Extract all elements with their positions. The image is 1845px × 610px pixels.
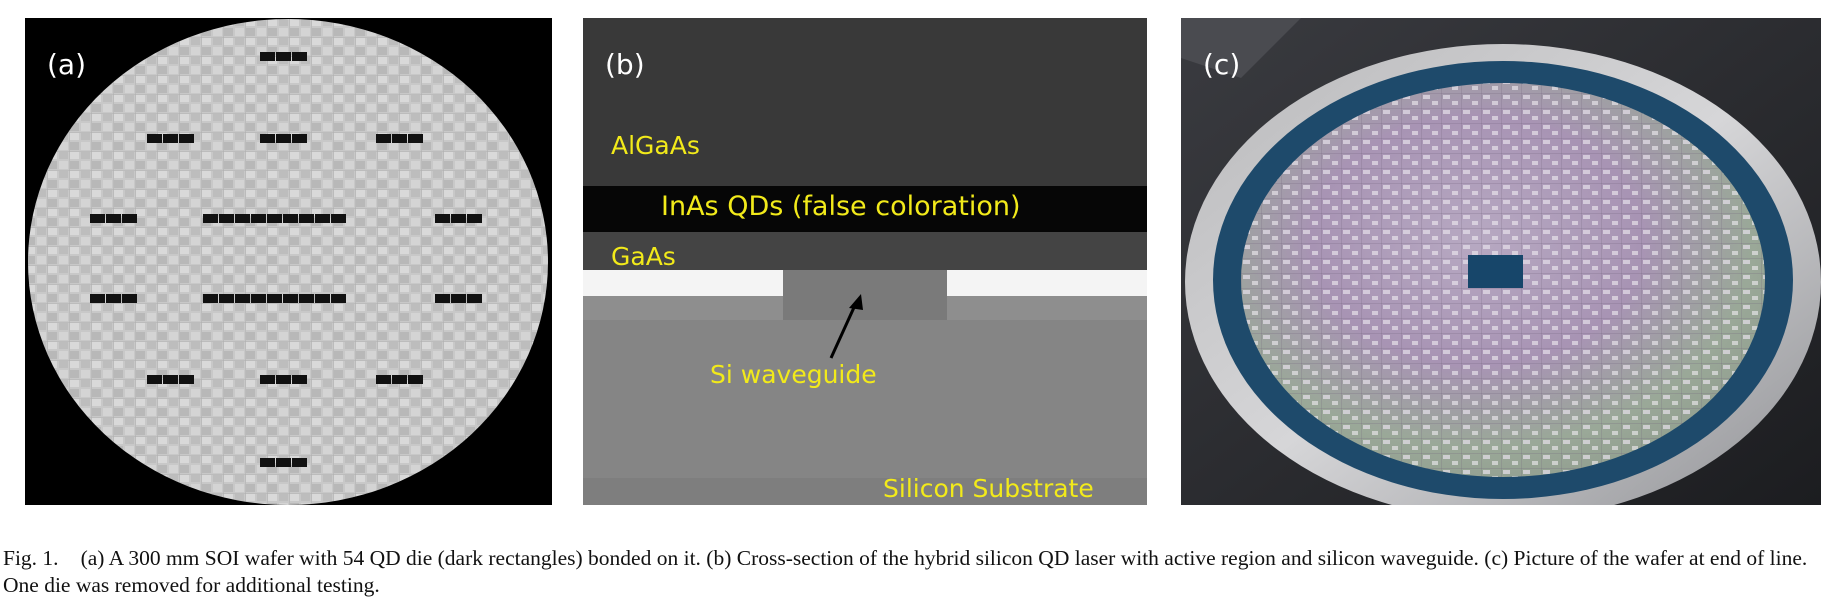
bonded-die <box>235 294 250 303</box>
panel-a-wafer-map: (a) <box>25 18 552 505</box>
bonded-die <box>260 458 275 467</box>
bonded-die <box>376 375 391 384</box>
bonded-die <box>376 134 391 143</box>
bonded-die <box>163 134 178 143</box>
bonded-die <box>267 294 282 303</box>
panel-c-wafer-photo: (c) <box>1181 18 1821 505</box>
wafer-map-graphic <box>28 19 548 505</box>
bonded-die <box>203 294 218 303</box>
oxide-right <box>947 270 1147 296</box>
bonded-die <box>276 375 291 384</box>
bonded-die <box>467 294 482 303</box>
bonded-die-group <box>90 52 482 467</box>
si-slab-left <box>583 296 783 320</box>
bonded-die <box>219 294 234 303</box>
figure-number: Fig. 1. <box>3 546 59 570</box>
bonded-die <box>235 214 250 223</box>
bonded-die <box>147 375 162 384</box>
substrate-bottom-band <box>583 478 1147 505</box>
bonded-die <box>331 214 346 223</box>
si-waveguide-label: Si waveguide <box>710 360 877 389</box>
bonded-die <box>435 294 450 303</box>
bonded-die <box>435 214 450 223</box>
bonded-die <box>163 375 178 384</box>
bonded-die <box>267 214 282 223</box>
bonded-die <box>467 214 482 223</box>
bonded-die <box>451 294 466 303</box>
gaas-label: GaAs <box>611 242 676 271</box>
bonded-die <box>260 134 275 143</box>
bonded-die <box>292 52 307 61</box>
bonded-die <box>276 52 291 61</box>
waveguide-arrowhead <box>849 294 863 310</box>
bonded-die <box>276 458 291 467</box>
bonded-die <box>106 214 121 223</box>
bonded-die <box>451 214 466 223</box>
bonded-die <box>408 134 423 143</box>
cross-section-graphic <box>583 18 1147 505</box>
bonded-die <box>179 134 194 143</box>
photo-corner-shadow <box>1181 18 1301 78</box>
bonded-die <box>283 214 298 223</box>
gaas-layer <box>583 232 1147 270</box>
bonded-die <box>147 134 162 143</box>
caption-text: (a) A 300 mm SOI wafer with 54 QD die (d… <box>3 546 1808 597</box>
waveguide-arrow <box>829 302 858 359</box>
bonded-die <box>90 214 105 223</box>
algaas-layer <box>583 18 1147 186</box>
bonded-die <box>90 294 105 303</box>
wafer-photo-graphic <box>1181 18 1821 505</box>
bonded-die <box>292 458 307 467</box>
silicon-substrate-label: Silicon Substrate <box>883 474 1094 503</box>
bonded-die <box>408 375 423 384</box>
algaas-label: AlGaAs <box>611 131 700 160</box>
bonded-die <box>315 214 330 223</box>
bonded-die <box>179 375 194 384</box>
bonded-die <box>292 375 307 384</box>
bonded-die <box>203 214 218 223</box>
silicon-substrate <box>583 320 1147 505</box>
bonded-die <box>106 294 121 303</box>
bonded-die <box>260 375 275 384</box>
panel-label-a: (a) <box>47 48 87 81</box>
bonded-die <box>251 294 266 303</box>
bonded-die <box>122 294 137 303</box>
bonded-die <box>315 294 330 303</box>
bonded-die <box>122 214 137 223</box>
bonded-die <box>260 52 275 61</box>
removed-die-gap <box>1468 255 1523 288</box>
panel-b-cross-section: (b) AlGaAs InAs QDs (false coloration) G… <box>583 18 1147 505</box>
inas-qds-label: InAs QDs (false coloration) <box>661 191 1021 222</box>
wafer-disk <box>28 19 548 505</box>
si-slab-right <box>947 296 1147 320</box>
panel-label-c: (c) <box>1203 48 1241 81</box>
bonded-die <box>299 294 314 303</box>
figure-caption: Fig. 1. (a) A 300 mm SOI wafer with 54 QD… <box>3 545 1843 599</box>
bonded-die <box>292 134 307 143</box>
inas-qd-layer <box>583 186 1147 232</box>
bonded-die <box>392 134 407 143</box>
si-waveguide-rib <box>783 270 947 320</box>
bonded-die <box>392 375 407 384</box>
bonded-die <box>276 134 291 143</box>
bonded-die <box>251 214 266 223</box>
bonded-die <box>299 214 314 223</box>
panel-label-b: (b) <box>605 48 645 81</box>
bonded-die <box>219 214 234 223</box>
bonded-die <box>331 294 346 303</box>
bonded-die <box>283 294 298 303</box>
oxide-left <box>583 270 783 296</box>
